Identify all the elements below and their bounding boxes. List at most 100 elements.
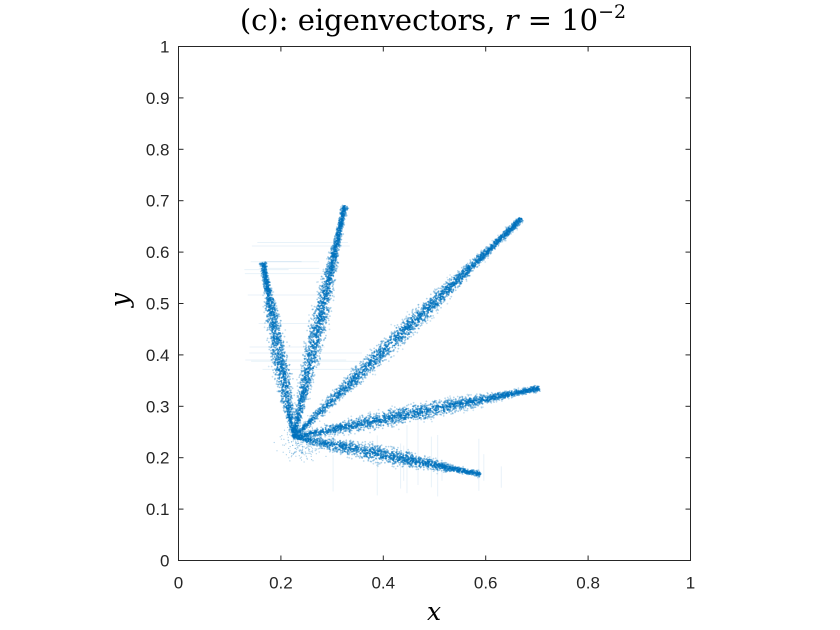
scatter-point bbox=[307, 383, 309, 386]
scatter-point bbox=[322, 291, 324, 294]
scatter-point bbox=[315, 366, 318, 369]
scatter-point bbox=[262, 283, 265, 285]
scatter-point bbox=[262, 305, 265, 308]
scatter-point bbox=[321, 323, 324, 326]
scatter-point bbox=[308, 382, 311, 385]
scatter-point bbox=[302, 361, 305, 364]
scatter-point bbox=[320, 437, 322, 439]
scatter-point bbox=[300, 411, 303, 413]
scatter-point bbox=[267, 302, 269, 304]
scatter-point bbox=[329, 263, 332, 266]
scatter-point bbox=[338, 233, 341, 236]
scatter-point bbox=[314, 437, 316, 439]
scatter-point bbox=[302, 354, 305, 357]
scatter-point bbox=[318, 311, 321, 313]
scatter-point bbox=[266, 339, 268, 342]
scatter-point bbox=[262, 278, 264, 280]
scatter-point bbox=[298, 376, 301, 379]
scatter-point bbox=[288, 406, 291, 409]
scatter-point bbox=[321, 331, 324, 334]
scatter-point bbox=[310, 368, 313, 371]
scatter-point bbox=[271, 358, 274, 361]
scatter-point bbox=[276, 321, 278, 323]
scatter-point bbox=[305, 452, 307, 454]
scatter-point bbox=[295, 444, 297, 446]
scatter-point bbox=[267, 308, 270, 311]
scatter-point bbox=[292, 444, 294, 446]
scatter-point bbox=[320, 437, 322, 439]
scatter-point bbox=[325, 263, 328, 266]
scatter-point bbox=[323, 313, 326, 315]
scatter-point bbox=[318, 362, 321, 365]
scatter-point bbox=[268, 346, 271, 348]
scatter-point bbox=[312, 308, 314, 311]
scatter-point bbox=[290, 456, 292, 458]
scatter-point bbox=[286, 402, 289, 404]
scatter-point bbox=[443, 283, 445, 286]
scatter-point bbox=[312, 435, 314, 437]
scatter-point bbox=[277, 313, 280, 315]
scatter-point bbox=[334, 258, 337, 261]
scatter-point bbox=[298, 406, 300, 409]
scatter-point bbox=[282, 341, 284, 344]
scatter-point bbox=[315, 453, 317, 455]
scatter-point bbox=[306, 389, 309, 392]
scatter-point bbox=[288, 424, 291, 427]
scatter-point bbox=[318, 355, 321, 357]
scatter-point bbox=[285, 454, 287, 456]
scatter-point bbox=[306, 352, 309, 355]
scatter-point bbox=[308, 319, 310, 322]
scatter-point bbox=[319, 437, 321, 439]
scatter-point bbox=[305, 344, 308, 346]
scatter-point bbox=[308, 426, 310, 429]
scatter-point bbox=[316, 364, 319, 366]
scatter-point bbox=[298, 374, 301, 377]
scatter-point bbox=[287, 404, 289, 406]
scatter-point bbox=[264, 322, 266, 324]
scatter-point bbox=[285, 415, 288, 417]
scatter-point bbox=[276, 383, 279, 386]
scatter-point bbox=[265, 291, 268, 293]
scatter-point bbox=[273, 346, 276, 349]
scatter-point bbox=[312, 314, 315, 317]
scatter-point bbox=[288, 375, 291, 378]
scatter-point bbox=[321, 278, 324, 281]
scatter-point bbox=[306, 329, 308, 332]
scatter-point bbox=[267, 285, 269, 288]
scatter-point bbox=[276, 450, 278, 452]
scatter-point bbox=[279, 325, 282, 327]
scatter-point bbox=[294, 411, 296, 413]
scatter-point bbox=[300, 367, 303, 369]
scatter-point bbox=[268, 348, 271, 351]
scatter-point bbox=[302, 431, 304, 433]
scatter-point bbox=[324, 273, 327, 276]
scatter-point bbox=[329, 294, 331, 297]
scatter-point bbox=[306, 358, 309, 361]
scatter-point bbox=[334, 263, 337, 266]
scatter-point bbox=[283, 390, 285, 393]
scatter-point bbox=[265, 320, 268, 322]
scatter-point bbox=[311, 428, 313, 430]
scatter-point bbox=[338, 237, 341, 240]
scatter-point bbox=[306, 458, 308, 460]
scatter-point bbox=[299, 364, 302, 366]
scatter-point bbox=[288, 430, 291, 433]
scatter-point bbox=[304, 379, 306, 382]
scatter-point bbox=[336, 246, 338, 249]
scatter-point bbox=[327, 267, 329, 269]
scatter-point bbox=[274, 302, 277, 305]
scatter-point bbox=[301, 374, 304, 377]
scatter-point bbox=[284, 362, 287, 365]
scatter-point bbox=[297, 382, 299, 384]
scatter-point bbox=[305, 362, 308, 364]
scatter-point bbox=[273, 314, 276, 317]
scatter-point bbox=[270, 346, 273, 348]
scatter-point bbox=[308, 362, 311, 364]
scatter-point bbox=[325, 290, 328, 292]
scatter-point bbox=[289, 434, 291, 436]
scatter-point bbox=[333, 268, 336, 271]
scatter-point bbox=[310, 356, 313, 359]
scatter-point bbox=[320, 304, 322, 307]
scatter-point bbox=[327, 311, 330, 313]
scatter-point bbox=[275, 308, 278, 311]
